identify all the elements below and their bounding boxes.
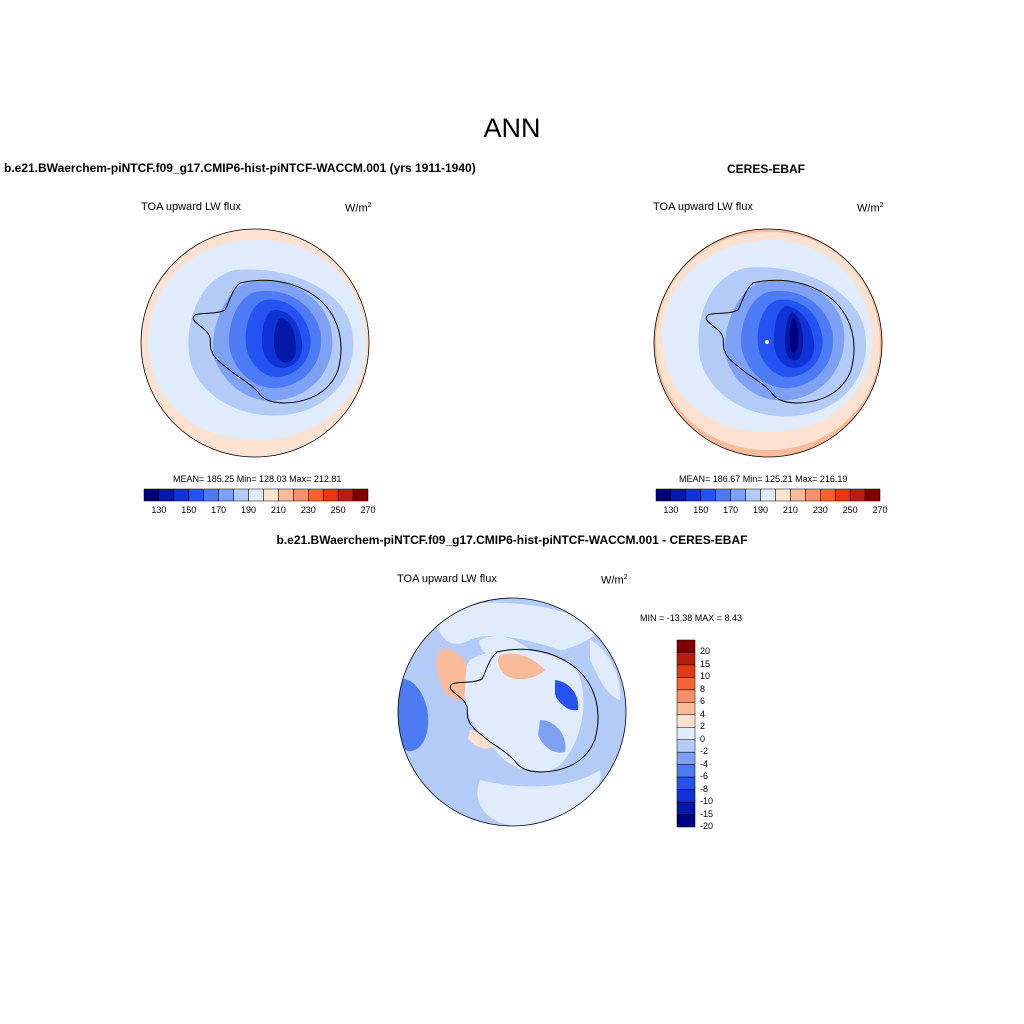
colorbar-tick-label: 4 [700,708,706,719]
colorbar-swatch [670,488,687,502]
figure-title: ANN [483,113,541,143]
colorbar-tick-label: 170 [723,505,739,515]
colorbar-tick-label: 0 [700,733,706,744]
colorbar-tick-label: 190 [753,505,769,515]
colorbar-swatch [676,689,696,703]
colorbar-swatch [337,488,354,502]
colorbar-swatch [263,488,279,502]
left-panel-title: b.e21.BWaerchem-piNTCF.f09_g17.CMIP6-his… [4,161,476,175]
colorbar-swatch [676,664,696,678]
colorbar-tick-label: 250 [330,505,346,515]
colorbar-swatch [308,488,324,502]
right-coastline [705,279,855,404]
colorbar-swatch [676,814,696,828]
diff-panel-title: b.e21.BWaerchem-piNTCF.f09_g17.CMIP6-his… [276,533,748,547]
colorbar-tick-label: -20 [700,821,714,831]
left-polar-map [141,229,369,457]
colorbar-tick-label: 210 [270,505,286,515]
colorbar-swatch [248,488,264,502]
colorbar-tick-label: 130 [663,505,679,515]
colorbar-swatch [143,488,160,502]
colorbar-swatch [790,488,806,502]
right-units-label: W/m2 [857,202,884,215]
colorbar-tick-label: -6 [700,771,709,782]
colorbar-swatch [676,751,696,765]
colorbar-tick-label: 15 [700,658,711,669]
colorbar-swatch [218,488,234,502]
colorbar-tick-label: 230 [812,505,828,515]
colorbar-tick-label: 10 [700,671,711,682]
diff-polar-map [398,598,626,826]
colorbar-swatch [676,801,696,815]
colorbar-swatch [352,488,369,502]
colorbar-swatch [676,727,696,740]
colorbar-swatch [805,488,821,502]
colorbar-tick-label: -15 [700,808,714,819]
right-stats: MEAN= 186.67 Min= 125.21 Max= 216.19 [679,474,848,484]
colorbar-swatch [188,488,204,502]
colorbar-swatch [293,488,309,502]
colorbar-tick-label: 8 [700,683,706,694]
colorbar-tick-label: -8 [700,783,709,794]
colorbar-swatch [676,789,696,803]
diff-variable-label: TOA upward LW flux [397,573,497,585]
colorbar-swatch [849,488,866,502]
colorbar-swatch [820,488,836,502]
colorbar-swatch [676,677,696,691]
colorbar-tick-label: 6 [700,696,706,707]
colorbar-swatch [676,652,696,666]
right-variable-label: TOA upward LW flux [653,201,753,213]
colorbar-swatch [173,488,190,502]
colorbar-swatch [730,488,746,502]
right-panel-title: CERES-EBAF [727,162,806,176]
colorbar-tick-label: -4 [700,758,709,769]
colorbar-swatch [685,488,702,502]
colorbar-swatch [676,764,696,778]
colorbar-tick-label: -10 [700,796,714,807]
colorbar-swatch [700,488,716,502]
colorbar-tick-label: 150 [181,505,197,515]
colorbar-tick-label: 170 [211,505,227,515]
colorbar-swatch [715,488,731,502]
diff-coastline [449,648,599,773]
colorbar-tick-label: 270 [360,505,376,515]
colorbar-swatch [745,488,761,502]
colorbar-tick-label: 130 [151,505,167,515]
right-colorbar [655,488,881,502]
colorbar-swatch [676,639,696,653]
colorbar-swatch [834,488,851,502]
colorbar-tick-label: 250 [842,505,858,515]
colorbar-swatch [203,488,219,502]
left-coastline [192,279,342,404]
left-variable-label: TOA upward LW flux [141,201,241,213]
colorbar-swatch [676,714,696,728]
colorbar-tick-label: 270 [872,505,888,515]
right-polar-map [654,229,882,457]
diff-colorbar [676,639,696,828]
colorbar-swatch [676,702,696,716]
colorbar-tick-label: 150 [693,505,709,515]
colorbar-swatch [864,488,881,502]
colorbar-swatch [158,488,175,502]
colorbar-swatch [322,488,339,502]
colorbar-swatch [676,739,696,753]
left-colorbar [143,488,369,502]
colorbar-tick-label: 20 [700,646,711,657]
colorbar-swatch [655,488,672,502]
colorbar-tick-label: -2 [700,746,709,757]
colorbar-swatch [760,488,776,502]
colorbar-swatch [278,488,294,502]
colorbar-tick-label: 230 [300,505,316,515]
diff-units-label: W/m2 [601,574,628,587]
colorbar-tick-label: 2 [700,721,706,732]
colorbar-swatch [233,488,249,502]
colorbar-swatch [775,488,791,502]
diff-stats: MIN = -13.38 MAX = 8.43 [640,613,743,623]
left-stats: MEAN= 185.25 Min= 128.03 Max= 212.81 [173,474,342,484]
left-units-label: W/m2 [345,202,372,215]
colorbar-tick-label: 210 [782,505,798,515]
colorbar-swatch [676,776,696,790]
colorbar-tick-label: 190 [241,505,257,515]
